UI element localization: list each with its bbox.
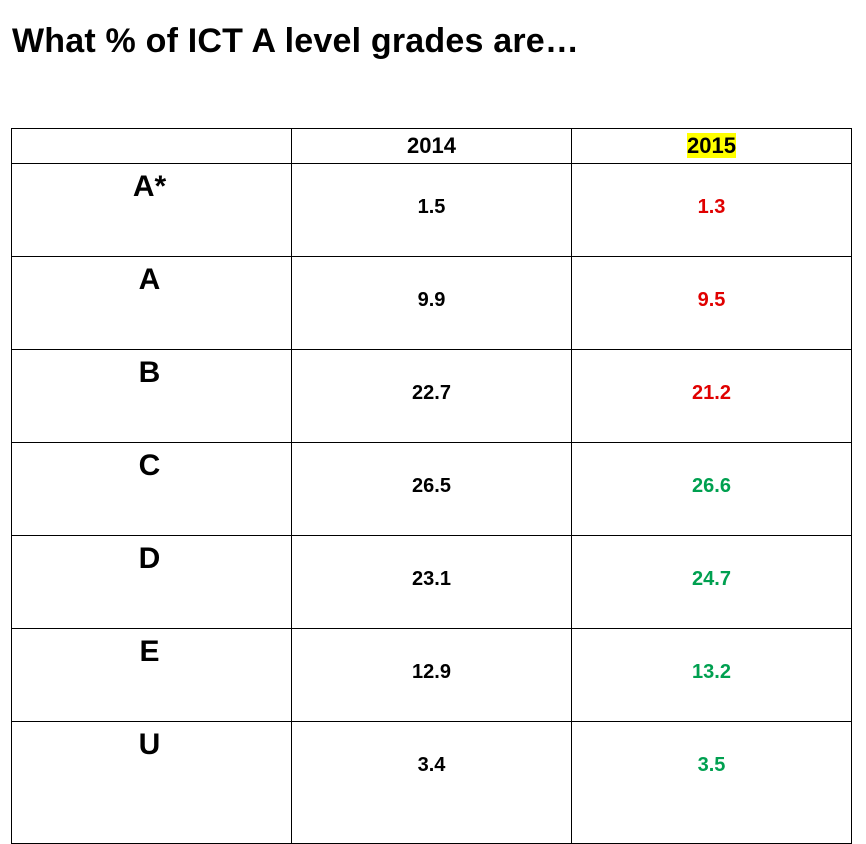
table-row: C 26.5 26.6 xyxy=(11,442,852,536)
value-2014: 12.9 xyxy=(412,661,451,683)
grade-cell: B xyxy=(11,349,292,443)
grade-label: B xyxy=(138,356,161,389)
value-2014: 9.9 xyxy=(417,289,446,311)
header-cell-blank xyxy=(11,128,292,164)
grade-cell: C xyxy=(11,442,292,536)
table-row: D 23.1 24.7 xyxy=(11,535,852,629)
value-2015: 3.5 xyxy=(697,754,726,776)
value-2014-cell: 3.4 xyxy=(291,721,572,844)
grade-cell: E xyxy=(11,628,292,722)
grade-label: A xyxy=(138,263,161,296)
grade-label: D xyxy=(138,542,161,575)
page-title: What % of ICT A level grades are… xyxy=(12,22,580,60)
table-row: U 3.4 3.5 xyxy=(11,721,852,844)
value-2015-cell: 3.5 xyxy=(571,721,852,844)
value-2014: 26.5 xyxy=(412,475,451,497)
value-2015-cell: 26.6 xyxy=(571,442,852,536)
value-2014: 23.1 xyxy=(412,568,451,590)
grade-label: E xyxy=(139,635,160,668)
value-2014-cell: 23.1 xyxy=(291,535,572,629)
table-row: A* 1.5 1.3 xyxy=(11,163,852,257)
value-2015: 21.2 xyxy=(692,382,731,404)
value-2014-cell: 22.7 xyxy=(291,349,572,443)
grades-table: 2014 2015 A* 1.5 1.3 A 9.9 9.5 B 22.7 21… xyxy=(11,128,852,844)
value-2015: 13.2 xyxy=(692,661,731,683)
table-row: E 12.9 13.2 xyxy=(11,628,852,722)
grade-cell: D xyxy=(11,535,292,629)
value-2015-cell: 21.2 xyxy=(571,349,852,443)
value-2015-cell: 13.2 xyxy=(571,628,852,722)
grade-cell: U xyxy=(11,721,292,844)
value-2015: 26.6 xyxy=(692,475,731,497)
grade-label: C xyxy=(138,449,161,482)
header-cell-2014: 2014 xyxy=(291,128,572,164)
value-2014-cell: 26.5 xyxy=(291,442,572,536)
grade-label: U xyxy=(138,728,161,761)
header-cell-2015: 2015 xyxy=(571,128,852,164)
table-row: A 9.9 9.5 xyxy=(11,256,852,350)
value-2015-cell: 24.7 xyxy=(571,535,852,629)
grade-label: A* xyxy=(132,170,167,203)
value-2014-cell: 1.5 xyxy=(291,163,572,257)
table-row: B 22.7 21.2 xyxy=(11,349,852,443)
value-2015: 9.5 xyxy=(697,289,726,311)
value-2014: 1.5 xyxy=(417,196,446,218)
grade-cell: A* xyxy=(11,163,292,257)
value-2015: 24.7 xyxy=(692,568,731,590)
value-2015-cell: 1.3 xyxy=(571,163,852,257)
table-header-row: 2014 2015 xyxy=(11,128,852,164)
header-2015-label: 2015 xyxy=(687,133,736,158)
value-2014: 22.7 xyxy=(412,382,451,404)
value-2014: 3.4 xyxy=(417,754,446,776)
value-2015-cell: 9.5 xyxy=(571,256,852,350)
value-2014-cell: 9.9 xyxy=(291,256,572,350)
value-2014-cell: 12.9 xyxy=(291,628,572,722)
value-2015: 1.3 xyxy=(697,196,726,218)
grade-cell: A xyxy=(11,256,292,350)
